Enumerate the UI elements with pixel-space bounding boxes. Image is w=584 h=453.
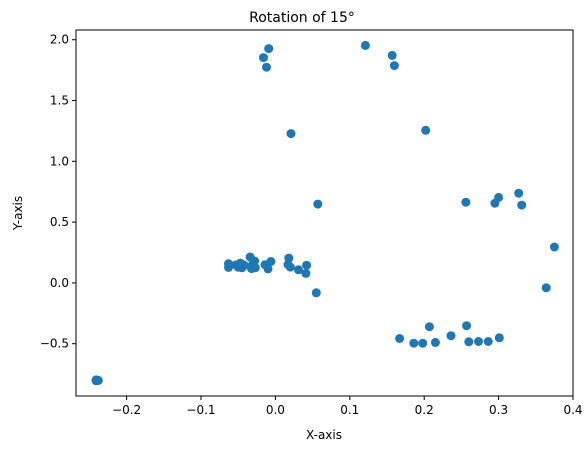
data-point [266, 257, 276, 266]
y-tick-label: 1.5 [50, 94, 69, 108]
data-point [446, 331, 456, 341]
data-point [424, 322, 434, 332]
x-tick-label: 0.1 [340, 403, 359, 417]
data-point [514, 188, 524, 198]
data-point [294, 265, 303, 275]
plot-frame [75, 29, 574, 397]
x-tick-label: 0.0 [266, 403, 285, 417]
data-point [263, 264, 273, 274]
data-point [250, 256, 260, 266]
data-point [262, 62, 271, 72]
data-point [313, 199, 323, 209]
y-tick-label: 0.0 [50, 276, 69, 290]
x-axis-label: X-axis [306, 428, 342, 442]
y-axis-ticks: −0.5 0.0 0.5 1.0 1.5 2.0 [40, 33, 76, 351]
data-point [387, 50, 397, 60]
x-tick-label: 0.4 [563, 403, 582, 417]
data-point [250, 263, 260, 273]
data-point [494, 192, 504, 202]
x-axis-ticks: −0.2 −0.1 0.0 0.1 0.2 0.3 0.4 [112, 396, 583, 417]
data-point [409, 338, 419, 348]
y-tick-label: 0.5 [50, 215, 69, 229]
y-axis-label: Y-axis [11, 196, 25, 231]
data-point [418, 338, 428, 348]
data-point [517, 200, 527, 210]
data-point [461, 197, 471, 207]
data-point [360, 40, 370, 50]
data-point [302, 260, 312, 270]
data-point [286, 129, 296, 139]
data-point [462, 321, 472, 331]
x-tick-label: 0.2 [415, 403, 434, 417]
points-layer [91, 40, 559, 386]
x-tick-label: 0.3 [489, 403, 508, 417]
data-point [395, 334, 405, 343]
data-point [311, 288, 321, 298]
data-point [239, 260, 249, 270]
data-point [541, 283, 551, 293]
data-point [93, 375, 103, 385]
y-tick-label: 1.0 [50, 154, 69, 168]
data-point [549, 242, 559, 252]
data-point [259, 53, 268, 63]
data-point [474, 337, 483, 346]
data-point [224, 262, 233, 272]
chart-title: Rotation of 15° [249, 10, 355, 26]
x-tick-label: −0.1 [186, 403, 215, 417]
data-point [285, 262, 295, 272]
data-point [494, 333, 504, 343]
y-tick-label: −0.5 [40, 337, 69, 351]
data-point [389, 61, 399, 71]
data-point [284, 253, 294, 263]
data-point [421, 125, 431, 135]
data-point [483, 337, 493, 346]
y-tick-label: 2.0 [50, 33, 69, 47]
data-point [430, 337, 440, 347]
x-tick-label: −0.2 [112, 403, 141, 417]
data-point [301, 268, 311, 278]
data-point [264, 44, 274, 54]
data-point [464, 337, 474, 347]
